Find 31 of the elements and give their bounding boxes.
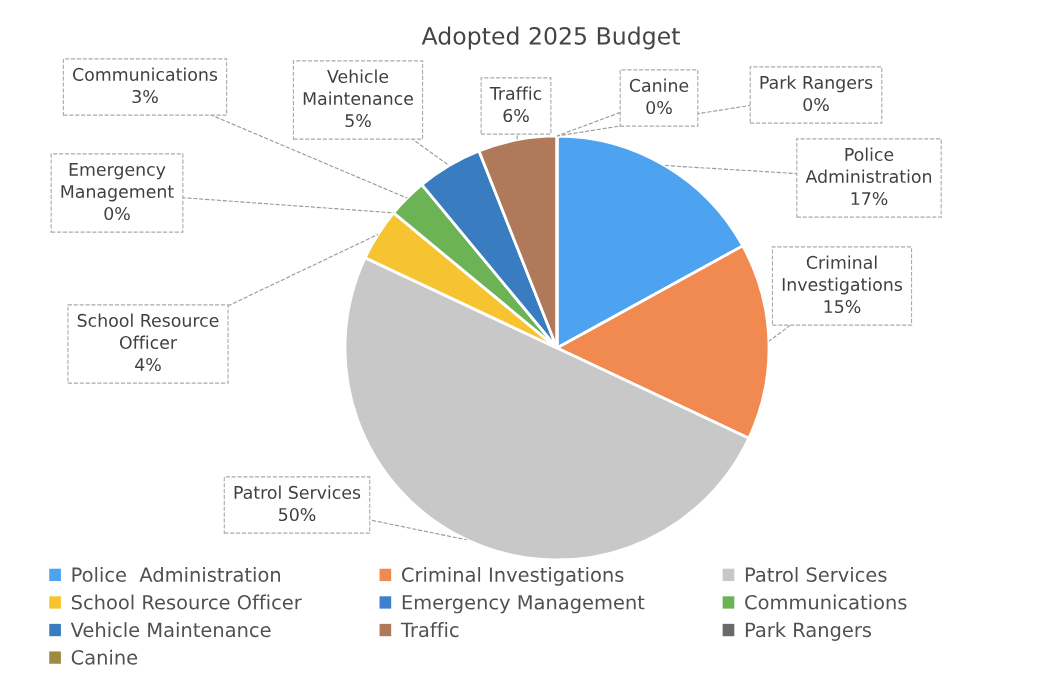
data-label: 5% (345, 113, 371, 128)
legend-label: Police Administration (72, 566, 280, 583)
slice-label: Criminal Investigations (782, 255, 903, 295)
data-label: 4% (135, 357, 161, 372)
text: 0% (646, 100, 672, 115)
data-label: 3% (132, 89, 158, 104)
category-label: Canine (629, 78, 689, 92)
category-label: Park Rangers (760, 75, 873, 93)
legend-label: Vehicle Maintenance (70, 622, 271, 638)
category-label: Emergency Management (61, 163, 174, 202)
data-label: 6% (503, 108, 529, 123)
slice-label: Police Administration (805, 147, 932, 184)
text: 0% (803, 97, 829, 112)
legend-label: Canine (71, 649, 138, 665)
legend-label: School Resource Officer (71, 594, 302, 610)
text: 0% (104, 206, 130, 221)
legend-label: Emergency Management (402, 595, 645, 614)
data-label: 17% (851, 191, 888, 206)
legend-label: Communications (745, 594, 907, 610)
legend-label: Criminal Investigations (402, 566, 624, 586)
legend-label: Park Rangers (745, 622, 872, 641)
slice-label: School Resource Officer (77, 313, 219, 350)
legend-label: Traffic (400, 622, 459, 638)
chart-title: Adopted 2025 Budget (421, 26, 680, 50)
data-label: 15% (824, 299, 861, 314)
data-label: 50% (279, 507, 316, 522)
slice-label: Patrol Services (234, 485, 361, 499)
slice-label: Communications (73, 67, 218, 81)
slice-label: Traffic (489, 86, 542, 100)
slice-label: Vehicle Maintenance (303, 69, 413, 106)
legend-label: Patrol Services (745, 566, 887, 583)
